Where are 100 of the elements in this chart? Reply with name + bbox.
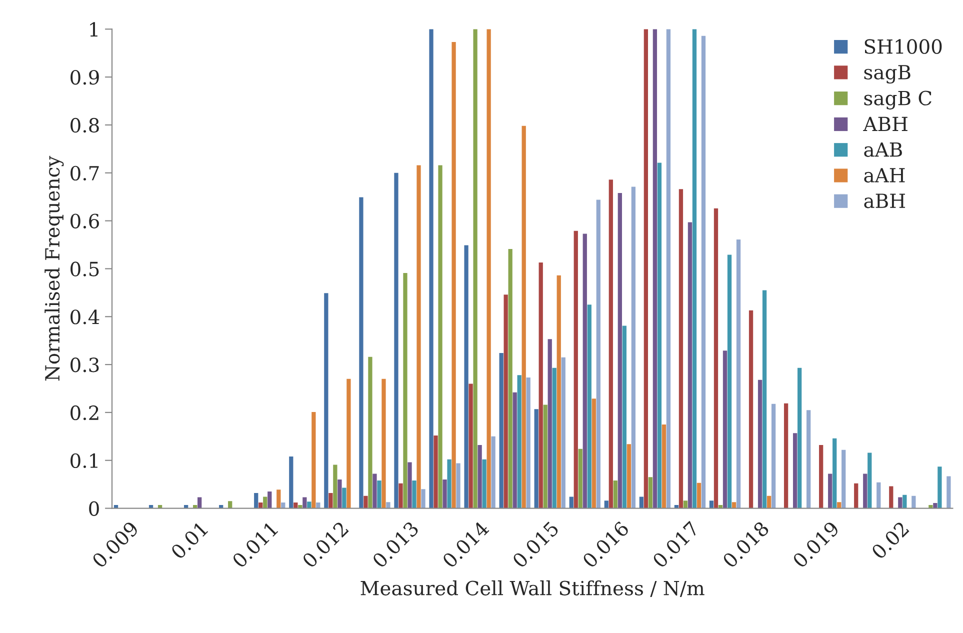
bar — [408, 462, 412, 508]
bar — [701, 36, 706, 508]
y-tick-label: 0.2 — [70, 405, 98, 420]
bar — [359, 197, 364, 508]
bar — [662, 424, 666, 508]
bar — [758, 380, 762, 508]
bar — [868, 452, 872, 508]
y-tick-label: 0.1 — [70, 453, 98, 468]
y-axis-title: Normalised Frequency — [44, 156, 64, 381]
bar — [748, 310, 754, 508]
bar — [806, 410, 811, 508]
bar — [324, 293, 328, 508]
bar — [346, 378, 351, 508]
bar — [592, 398, 596, 508]
bar — [657, 162, 662, 508]
legend-label: aBH — [864, 194, 905, 208]
bar — [613, 480, 618, 508]
bar — [652, 29, 658, 508]
bar — [386, 502, 390, 508]
bar — [442, 480, 447, 508]
y-tick-label: 0.5 — [70, 262, 99, 276]
bar — [692, 29, 697, 508]
y-tick-label: 0 — [89, 501, 99, 516]
bar — [876, 482, 881, 508]
y-tick-label: 1 — [90, 22, 98, 37]
bar — [828, 474, 832, 508]
legend-label: SH1000 — [864, 39, 942, 54]
bar — [289, 456, 294, 508]
bar — [608, 180, 613, 508]
bar — [946, 476, 951, 508]
bar — [587, 304, 592, 508]
bar — [478, 445, 482, 508]
bar — [722, 350, 728, 508]
bar — [508, 249, 512, 508]
legend-label: aAH — [864, 168, 905, 183]
bar — [784, 403, 788, 508]
bar — [486, 29, 491, 508]
bar — [736, 239, 741, 508]
bar — [792, 433, 798, 508]
bar — [534, 409, 538, 508]
bar — [398, 483, 403, 508]
bar — [574, 230, 578, 508]
bar — [626, 444, 631, 508]
bar — [312, 412, 316, 508]
bar — [582, 234, 587, 508]
bar — [556, 275, 561, 508]
bar — [622, 326, 626, 508]
bar — [902, 494, 907, 508]
bar — [464, 245, 468, 508]
bar — [526, 377, 530, 508]
bar — [648, 477, 653, 508]
bar — [889, 486, 894, 508]
bar — [491, 436, 496, 508]
bar — [842, 450, 846, 508]
bar — [854, 483, 858, 508]
bar — [512, 392, 517, 508]
bar — [727, 254, 732, 508]
bar — [543, 404, 548, 508]
bar — [377, 480, 382, 508]
bar — [762, 290, 767, 508]
bar — [832, 438, 837, 508]
bar — [403, 273, 408, 508]
bar — [504, 294, 508, 508]
bar — [644, 29, 648, 508]
bar — [368, 356, 372, 508]
bar — [364, 496, 368, 508]
bar — [618, 193, 622, 508]
bar — [771, 404, 776, 508]
bar — [372, 474, 377, 508]
bar — [468, 384, 473, 508]
bar — [473, 29, 478, 508]
y-tick-label: 0.9 — [70, 70, 99, 85]
bar — [714, 208, 718, 508]
bar — [434, 435, 438, 508]
legend-label: sagB C — [864, 90, 932, 110]
legend-label: aAB — [864, 142, 902, 157]
bar — [938, 466, 942, 508]
y-tick-label: 0.3 — [70, 358, 99, 372]
bar — [421, 489, 426, 508]
bar — [631, 186, 636, 508]
bar — [863, 474, 868, 508]
bar — [394, 172, 398, 508]
bar — [578, 448, 582, 508]
bar — [412, 480, 416, 508]
y-tick-label: 0.4 — [70, 310, 100, 324]
bar — [596, 200, 600, 508]
bar — [797, 368, 802, 508]
bar — [452, 42, 456, 508]
bar — [429, 29, 434, 508]
bar — [382, 378, 386, 508]
y-tick-label: 0.6 — [70, 214, 99, 228]
bar — [338, 480, 342, 508]
bar — [268, 492, 272, 508]
bar — [819, 445, 824, 508]
bar — [517, 375, 522, 508]
x-axis-title: Measured Cell Wall Stiffness / N/m — [360, 580, 704, 597]
bar — [438, 165, 442, 508]
bar — [499, 353, 504, 508]
bar — [482, 459, 486, 508]
bar — [416, 165, 421, 508]
